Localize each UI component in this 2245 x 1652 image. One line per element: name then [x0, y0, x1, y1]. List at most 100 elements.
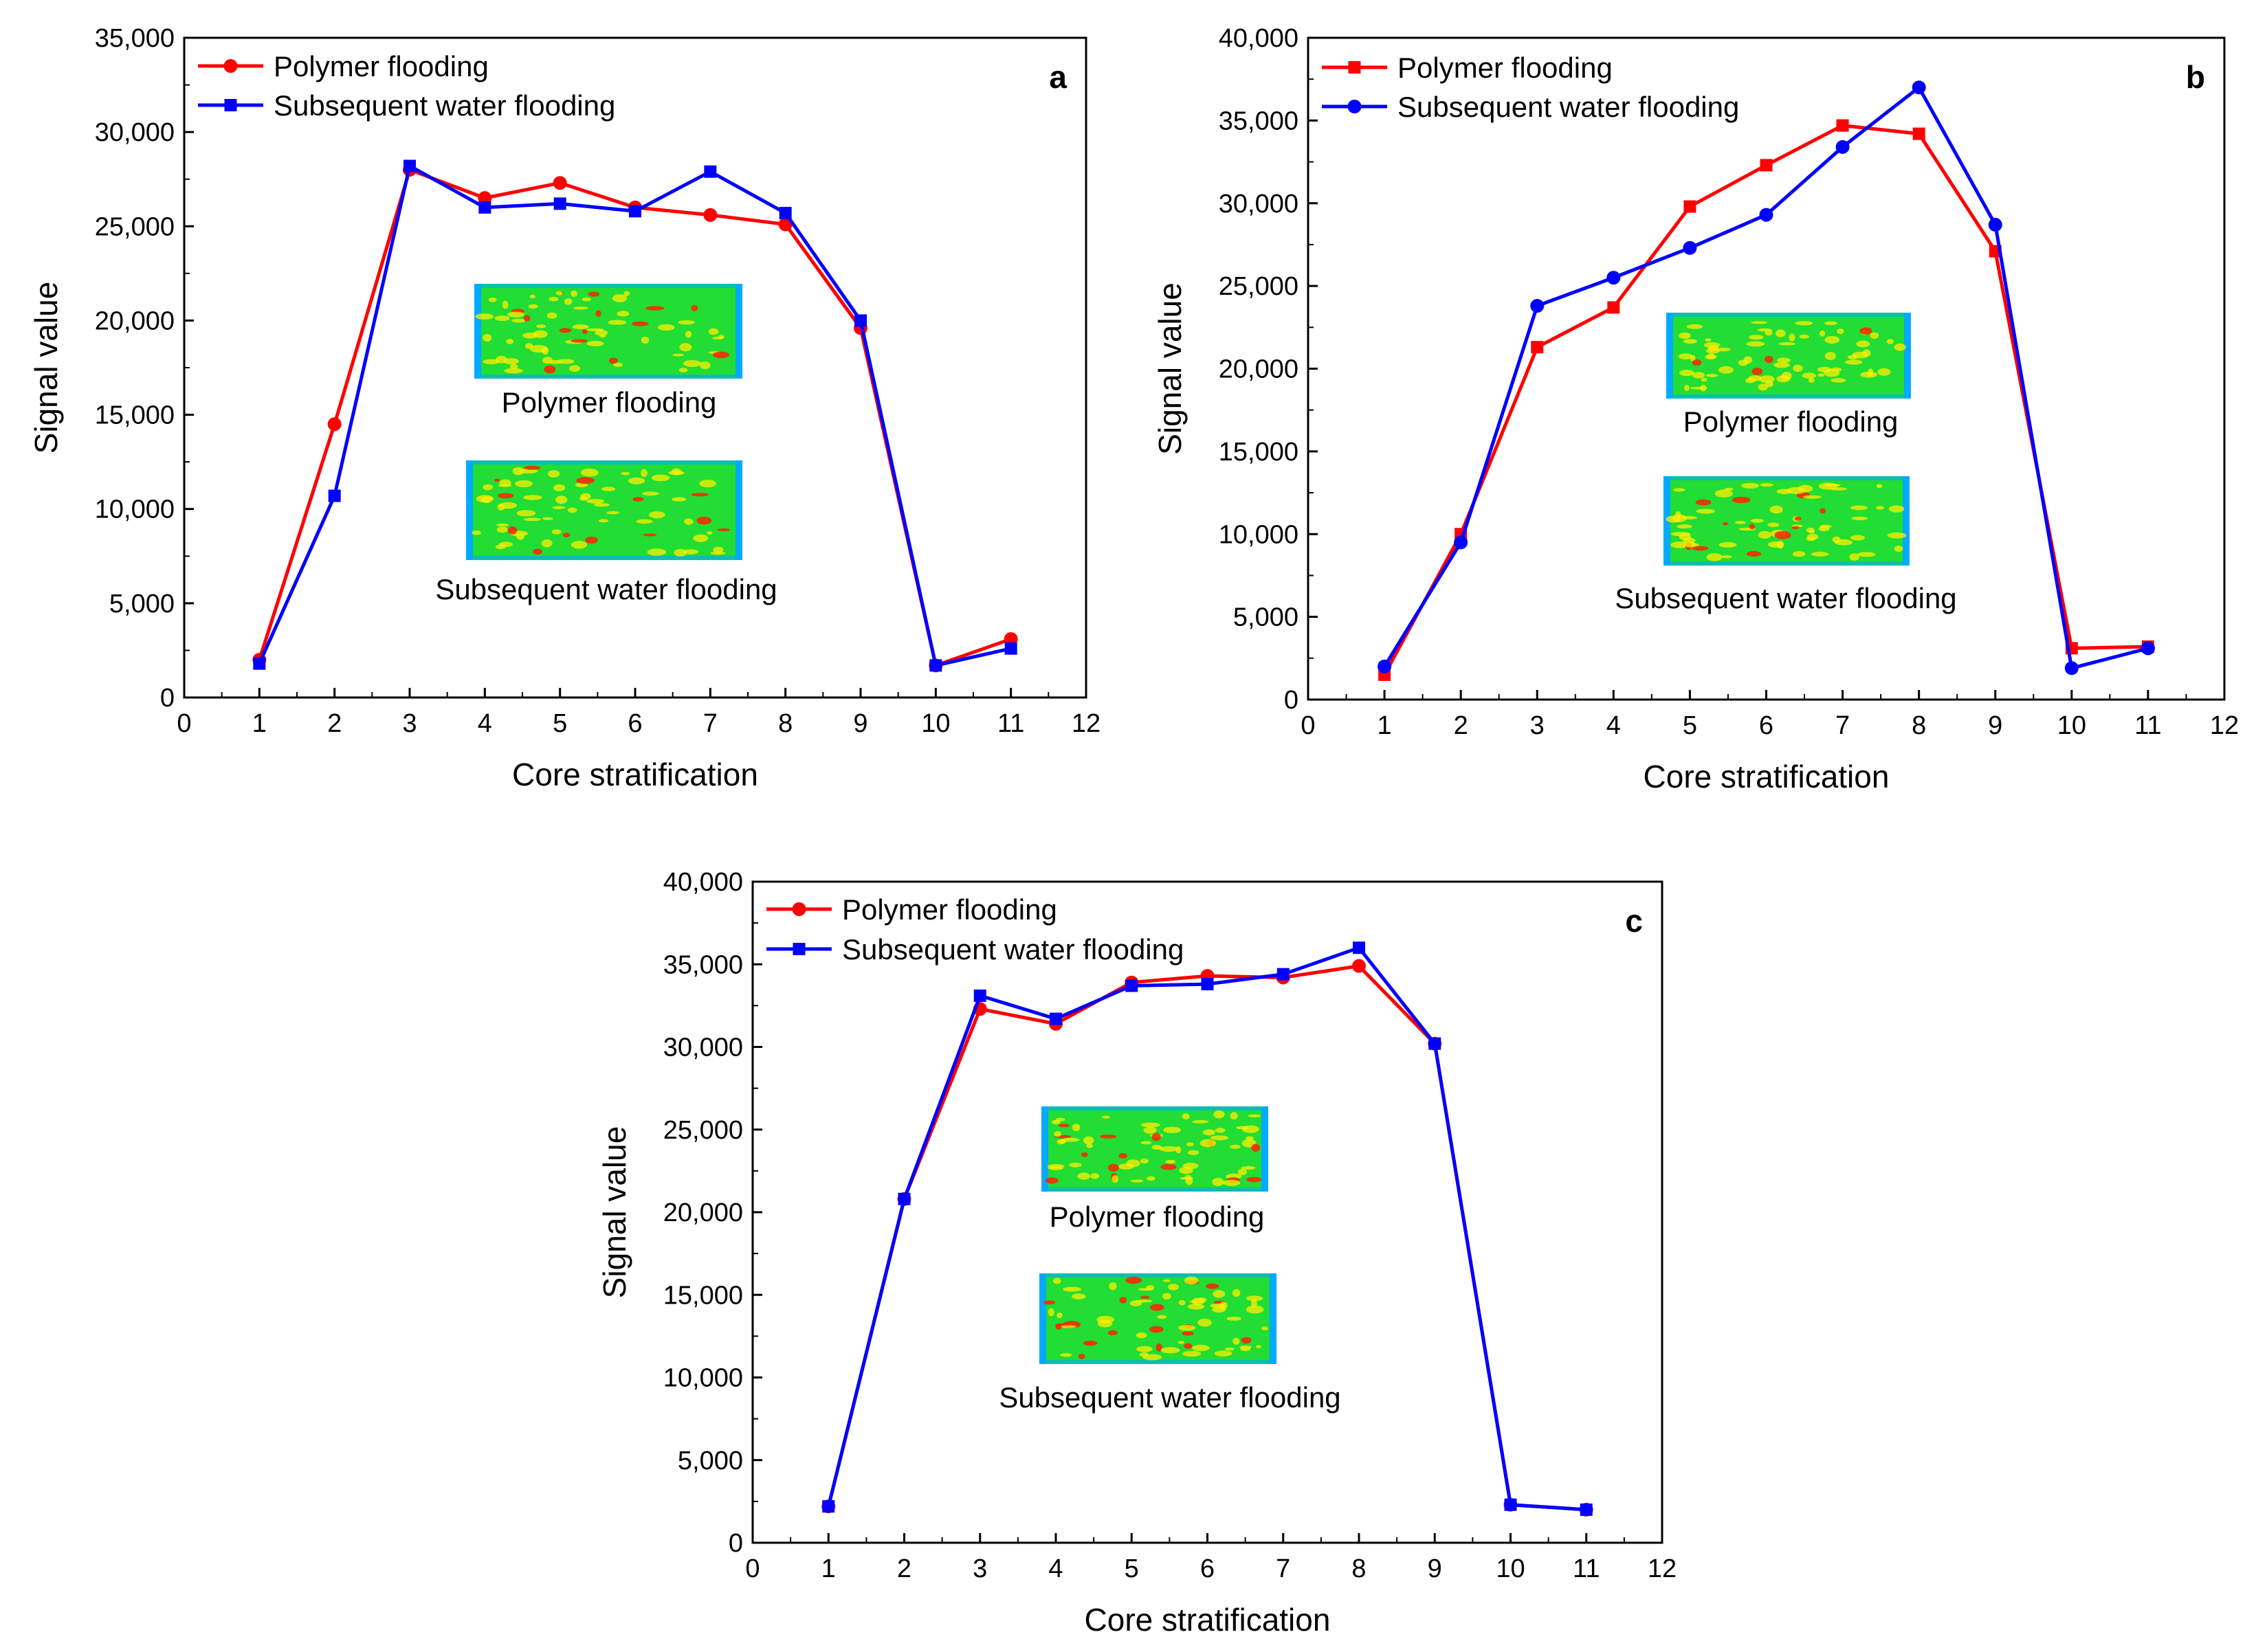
heatmap-speckle [1802, 495, 1822, 499]
x-axis-title: Core stratification [1644, 759, 1890, 794]
heatmap-speckle [617, 311, 630, 317]
x-axis-title: Core stratification [512, 757, 758, 792]
heatmap-speckle [1806, 533, 1819, 540]
heatmap-speckle [1857, 552, 1876, 557]
heatmap-speckle [608, 357, 618, 364]
heatmap-speckle [1162, 1293, 1171, 1300]
heatmap-speckle [488, 297, 497, 302]
heatmap-speckle [496, 526, 508, 533]
heatmap-speckle [1045, 1177, 1059, 1184]
heatmap-speckle [1818, 526, 1830, 532]
heatmap-speckle [1213, 1290, 1226, 1298]
heatmap-edge [466, 460, 473, 560]
heatmap-speckle [552, 506, 566, 510]
heatmap-edge [1666, 394, 1911, 399]
heatmap-speckle [1683, 339, 1697, 344]
heatmap-speckle [529, 294, 535, 299]
data-point [1759, 208, 1773, 222]
heatmap-speckle [1210, 1135, 1229, 1141]
heatmap-speckle [523, 495, 542, 500]
data-point [478, 201, 491, 214]
heatmap-speckle [1678, 353, 1693, 360]
heatmap-speckle [580, 468, 599, 477]
heatmap-speckle [1090, 1173, 1100, 1179]
heatmap-speckle [509, 364, 518, 370]
heatmap-speckle [1792, 551, 1806, 557]
heatmap-speckle [1060, 1353, 1072, 1357]
panel-label: c [1625, 903, 1643, 939]
heatmap-speckle [1223, 1179, 1241, 1186]
heatmap-speckle [499, 502, 517, 509]
heatmap-speckle [1043, 1300, 1056, 1305]
x-tick-label: 9 [1988, 711, 2002, 740]
data-point [1276, 968, 1290, 981]
heatmap-speckle [1745, 377, 1756, 383]
heatmap-speckle [1138, 1288, 1153, 1291]
heatmap-speckle [684, 518, 694, 525]
heatmap-speckle [693, 534, 709, 542]
heatmap-speckle [1236, 1126, 1249, 1130]
heatmap-speckle [1718, 366, 1734, 374]
heatmap-speckle [1118, 1152, 1127, 1159]
heatmap-speckle [700, 361, 711, 370]
heatmap-speckle [1226, 1173, 1242, 1179]
data-point [1836, 119, 1849, 132]
heatmap-speckle [523, 517, 541, 522]
heatmap-speckle [1746, 341, 1765, 347]
heatmap-speckle [1140, 1295, 1150, 1299]
x-tick-label: 11 [1573, 1554, 1600, 1583]
data-point [327, 417, 342, 432]
heatmap-speckle [713, 351, 729, 359]
y-axis-title: Signal value [28, 282, 64, 454]
inset-caption: Subsequent water flooding [1615, 582, 1956, 614]
legend-label: Polymer flooding [1397, 52, 1613, 84]
heatmap-speckle [1690, 386, 1707, 390]
heatmap-speckle [1707, 345, 1719, 352]
heatmap-speckle [544, 365, 556, 374]
legend-label: Polymer flooding [274, 50, 489, 82]
heatmap-speckle [1149, 1304, 1164, 1311]
heatmap-speckle [1791, 526, 1800, 530]
x-tick-label: 12 [1072, 709, 1101, 738]
x-tick-label: 3 [1530, 711, 1545, 740]
x-tick-label: 6 [628, 709, 642, 738]
heatmap-speckle [1743, 356, 1753, 364]
heatmap-speckle [1686, 324, 1703, 329]
heatmap-image-polymer [1666, 313, 1911, 399]
heatmap-speckle [533, 330, 548, 338]
heatmap-speckle [1740, 482, 1760, 489]
heatmap-speckle [1876, 484, 1883, 489]
heatmap-speckle [1835, 539, 1853, 546]
legend-item: Subsequent water flooding [1322, 91, 1739, 123]
inset-caption: Polymer flooding [1050, 1201, 1265, 1233]
heatmap-speckle [1143, 1126, 1157, 1134]
heatmap-speckle [718, 335, 725, 339]
data-point [1606, 271, 1621, 285]
heatmap-speckle [628, 477, 645, 484]
x-tick-label: 2 [327, 709, 342, 738]
data-point [629, 205, 641, 218]
heatmap-speckle [1795, 321, 1813, 326]
heatmap-edge [474, 284, 481, 379]
heatmap-speckle [1793, 364, 1803, 372]
heatmap-speckle [612, 294, 628, 302]
x-tick-label: 5 [553, 709, 567, 738]
data-point [822, 1500, 835, 1513]
heatmap-speckle [1677, 524, 1693, 529]
heatmap-edge [736, 460, 742, 560]
y-tick-label: 10,000 [663, 1364, 743, 1393]
legend-label: Polymer flooding [842, 893, 1057, 926]
data-point [779, 207, 792, 220]
heatmap-speckle [546, 312, 557, 319]
heatmap-speckle [1830, 487, 1848, 491]
heatmap-speckle [571, 541, 588, 549]
data-point [1580, 1503, 1593, 1516]
heatmap-speckle [1850, 505, 1868, 511]
heatmap-speckle [533, 548, 542, 555]
heatmap-speckle [1722, 522, 1729, 526]
heatmap-edge [1261, 1106, 1268, 1192]
heatmap-speckle [1163, 1126, 1181, 1134]
heatmap-speckle [642, 491, 659, 496]
y-tick-label: 15,000 [663, 1281, 743, 1310]
heatmap-speckle [1241, 1165, 1256, 1170]
